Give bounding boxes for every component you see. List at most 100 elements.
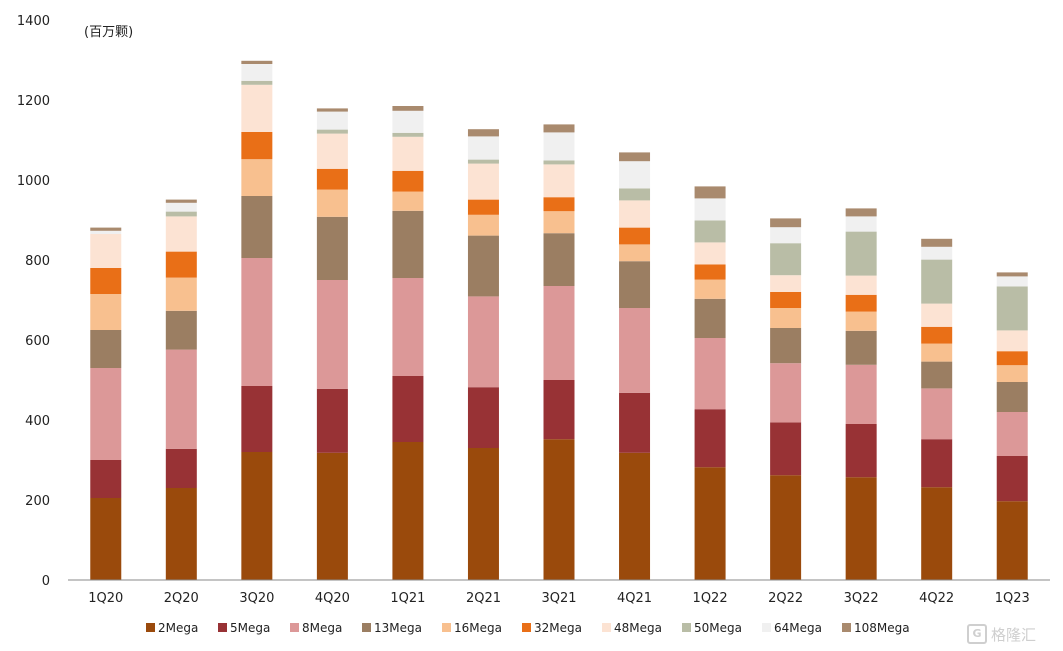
bar-segment-48mega-3q20 — [241, 84, 273, 132]
y-tick-label: 1400 — [17, 14, 50, 29]
bar-segment-32mega-3q21 — [543, 197, 575, 212]
bar-segment-48mega-4q22 — [921, 303, 953, 327]
x-tick-label: 3Q21 — [541, 591, 576, 606]
x-tick-label: 3Q22 — [844, 591, 879, 606]
legend-label-5mega: 5Mega — [230, 621, 270, 635]
bar-segment-32mega-3q22 — [845, 294, 877, 312]
bar-segment-48mega-4q21 — [619, 200, 651, 228]
y-tick-label: 600 — [25, 334, 50, 349]
bar-segment-64mega-1q20 — [90, 230, 122, 234]
legend-label-2mega: 2Mega — [158, 621, 198, 635]
watermark-text: 格隆汇 — [991, 625, 1037, 644]
bar-segment-64mega-2q21 — [467, 136, 499, 160]
bar-segment-8mega-4q20 — [316, 280, 348, 389]
bar-segment-8mega-2q21 — [467, 296, 499, 388]
bar-segment-2mega-4q20 — [316, 452, 348, 580]
bar-segment-32mega-1q21 — [392, 170, 424, 192]
x-tick-label: 1Q20 — [88, 591, 123, 606]
bar-segment-64mega-2q20 — [165, 202, 197, 212]
bar-segment-108mega-3q20 — [241, 60, 273, 64]
y-tick-label: 1000 — [17, 174, 50, 189]
bar-segment-64mega-3q20 — [241, 64, 273, 81]
bar-segment-2mega-3q20 — [241, 452, 273, 580]
bar-segment-13mega-2q22 — [770, 328, 802, 364]
bar-segment-5mega-2q21 — [467, 387, 499, 448]
y-unit-label: (百万颗) — [84, 25, 133, 40]
bar-segment-32mega-2q20 — [165, 251, 197, 278]
bar-segment-16mega-2q20 — [165, 277, 197, 311]
bar-segment-64mega-3q22 — [845, 216, 877, 232]
bar-segment-48mega-1q22 — [694, 242, 726, 265]
bar-segment-64mega-4q22 — [921, 246, 953, 260]
y-tick-label: 200 — [25, 494, 50, 509]
legend-label-8mega: 8Mega — [302, 621, 342, 635]
bar-segment-32mega-1q22 — [694, 264, 726, 280]
x-tick-label: 1Q21 — [390, 591, 425, 606]
bar-segment-108mega-1q21 — [392, 106, 424, 111]
bar-segment-13mega-1q21 — [392, 210, 424, 278]
bar-segment-5mega-3q22 — [845, 424, 877, 478]
bar-segment-16mega-2q21 — [467, 214, 499, 236]
bar-segment-2mega-2q22 — [770, 475, 802, 580]
bar-segment-16mega-3q21 — [543, 211, 575, 234]
bar-segment-13mega-3q22 — [845, 330, 877, 365]
bar-segment-13mega-1q23 — [996, 382, 1028, 412]
bar-segment-5mega-4q20 — [316, 388, 348, 453]
x-tick-label: 1Q23 — [995, 591, 1030, 606]
bar-segment-32mega-1q20 — [90, 268, 122, 294]
bar-segment-16mega-1q21 — [392, 191, 424, 211]
bar-segment-5mega-1q20 — [90, 460, 122, 498]
bar-segment-2mega-2q20 — [165, 488, 197, 580]
bar-segment-108mega-2q21 — [467, 129, 499, 137]
bar-segment-50mega-4q21 — [619, 188, 651, 201]
x-tick-label: 2Q21 — [466, 591, 501, 606]
bar-segment-5mega-1q21 — [392, 376, 424, 442]
bar-segment-13mega-2q20 — [165, 310, 197, 350]
bar-segment-32mega-4q21 — [619, 227, 651, 245]
bar-segment-108mega-4q22 — [921, 238, 953, 247]
bar-segment-32mega-1q23 — [996, 351, 1028, 366]
bar-segment-32mega-3q20 — [241, 132, 273, 160]
x-tick-label: 4Q22 — [919, 591, 954, 606]
bar-segment-50mega-1q23 — [996, 286, 1028, 331]
bar-segment-13mega-2q21 — [467, 235, 499, 297]
bar-segment-108mega-4q21 — [619, 152, 651, 162]
bar-segment-32mega-4q20 — [316, 168, 348, 190]
bar-segment-13mega-3q20 — [241, 196, 273, 258]
legend-swatch-32mega — [522, 623, 531, 632]
bar-segment-8mega-4q22 — [921, 388, 953, 440]
bar-segment-5mega-3q21 — [543, 380, 575, 440]
bar-segment-8mega-2q20 — [165, 349, 197, 449]
bar-segment-64mega-3q21 — [543, 132, 575, 161]
legend-swatch-13mega — [362, 623, 371, 632]
bar-segment-32mega-2q21 — [467, 199, 499, 215]
legend-swatch-64mega — [762, 623, 771, 632]
bar-segment-50mega-4q20 — [316, 129, 348, 134]
bar-segment-108mega-3q21 — [543, 124, 575, 133]
bar-segment-108mega-4q20 — [316, 108, 348, 112]
bar-segment-32mega-4q22 — [921, 326, 953, 344]
bar-segment-48mega-3q22 — [845, 275, 877, 295]
legend-swatch-16mega — [442, 623, 451, 632]
x-tick-label: 4Q20 — [315, 591, 350, 606]
bar-segment-108mega-2q22 — [770, 218, 802, 228]
bar-segment-50mega-3q22 — [845, 231, 877, 276]
bar-segment-64mega-1q21 — [392, 110, 424, 133]
bar-segment-50mega-1q22 — [694, 220, 726, 243]
bar-segment-48mega-1q21 — [392, 136, 424, 171]
bar-segment-8mega-3q21 — [543, 286, 575, 380]
bar-segment-108mega-2q20 — [165, 199, 197, 203]
y-tick-label: 1200 — [17, 94, 50, 109]
legend-label-13mega: 13Mega — [374, 621, 422, 635]
watermark: G 格隆汇 — [967, 621, 1053, 647]
bar-segment-16mega-3q20 — [241, 159, 273, 196]
bar-segment-2mega-3q21 — [543, 439, 575, 580]
bar-segment-2mega-3q22 — [845, 477, 877, 580]
bar-segment-48mega-4q20 — [316, 133, 348, 169]
bar-segment-16mega-1q22 — [694, 279, 726, 299]
bar-segment-16mega-1q23 — [996, 365, 1028, 382]
bar-segment-108mega-1q22 — [694, 186, 726, 199]
bar-segment-48mega-2q20 — [165, 216, 197, 252]
legend-swatch-48mega — [602, 623, 611, 632]
bar-segment-108mega-1q20 — [90, 227, 122, 231]
